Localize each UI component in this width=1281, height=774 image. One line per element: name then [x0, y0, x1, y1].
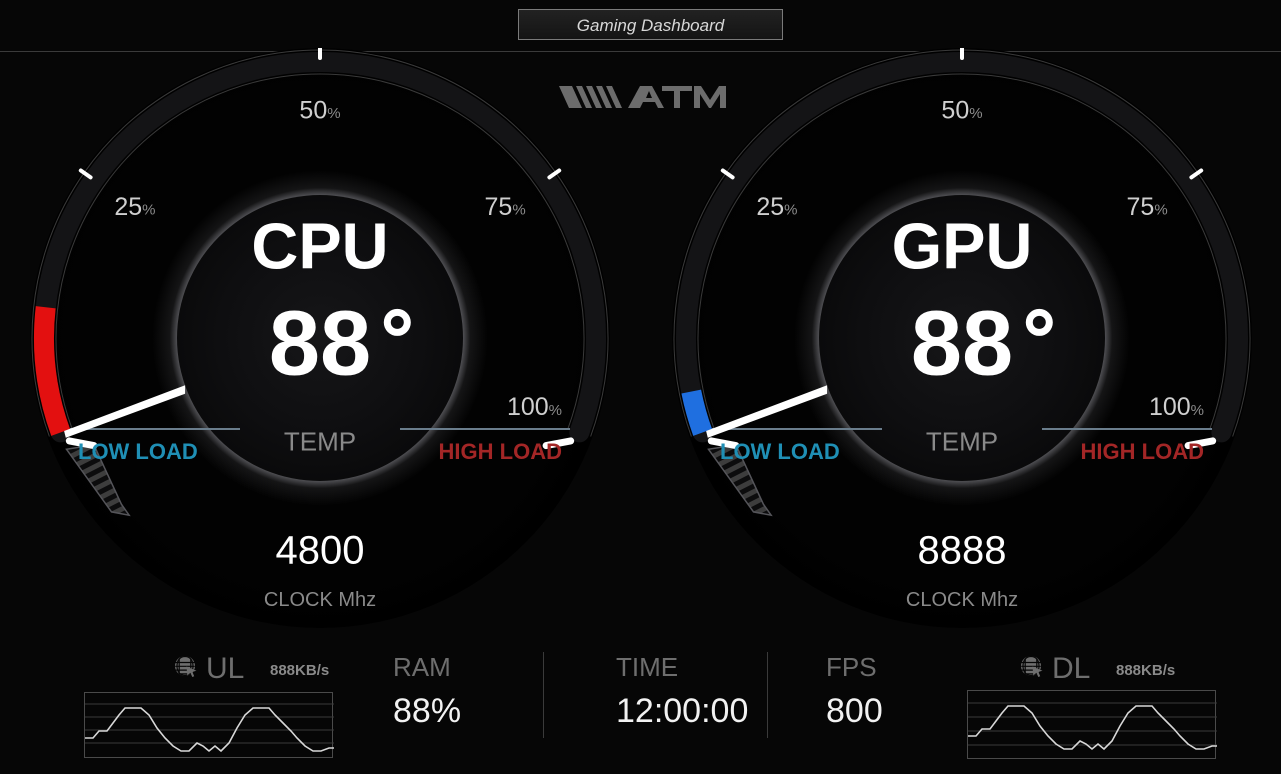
svg-text:GPU: GPU	[892, 210, 1033, 283]
svg-text:CLOCK Mhz: CLOCK Mhz	[906, 589, 1018, 611]
svg-text:4800: 4800	[276, 528, 365, 572]
svg-text:CPU: CPU	[251, 210, 388, 283]
svg-text:LOW LOAD: LOW LOAD	[78, 439, 198, 464]
svg-text:LOW LOAD: LOW LOAD	[720, 439, 840, 464]
svg-text:HIGH LOAD: HIGH LOAD	[1081, 439, 1204, 464]
svg-text:88: 88	[911, 292, 1013, 394]
svg-text:TEMP: TEMP	[284, 427, 356, 457]
svg-text:88: 88	[269, 292, 371, 394]
svg-text:CLOCK Mhz: CLOCK Mhz	[264, 589, 376, 611]
svg-text:8888: 8888	[918, 528, 1007, 572]
svg-text:HIGH LOAD: HIGH LOAD	[439, 439, 562, 464]
svg-text:TEMP: TEMP	[926, 427, 998, 457]
